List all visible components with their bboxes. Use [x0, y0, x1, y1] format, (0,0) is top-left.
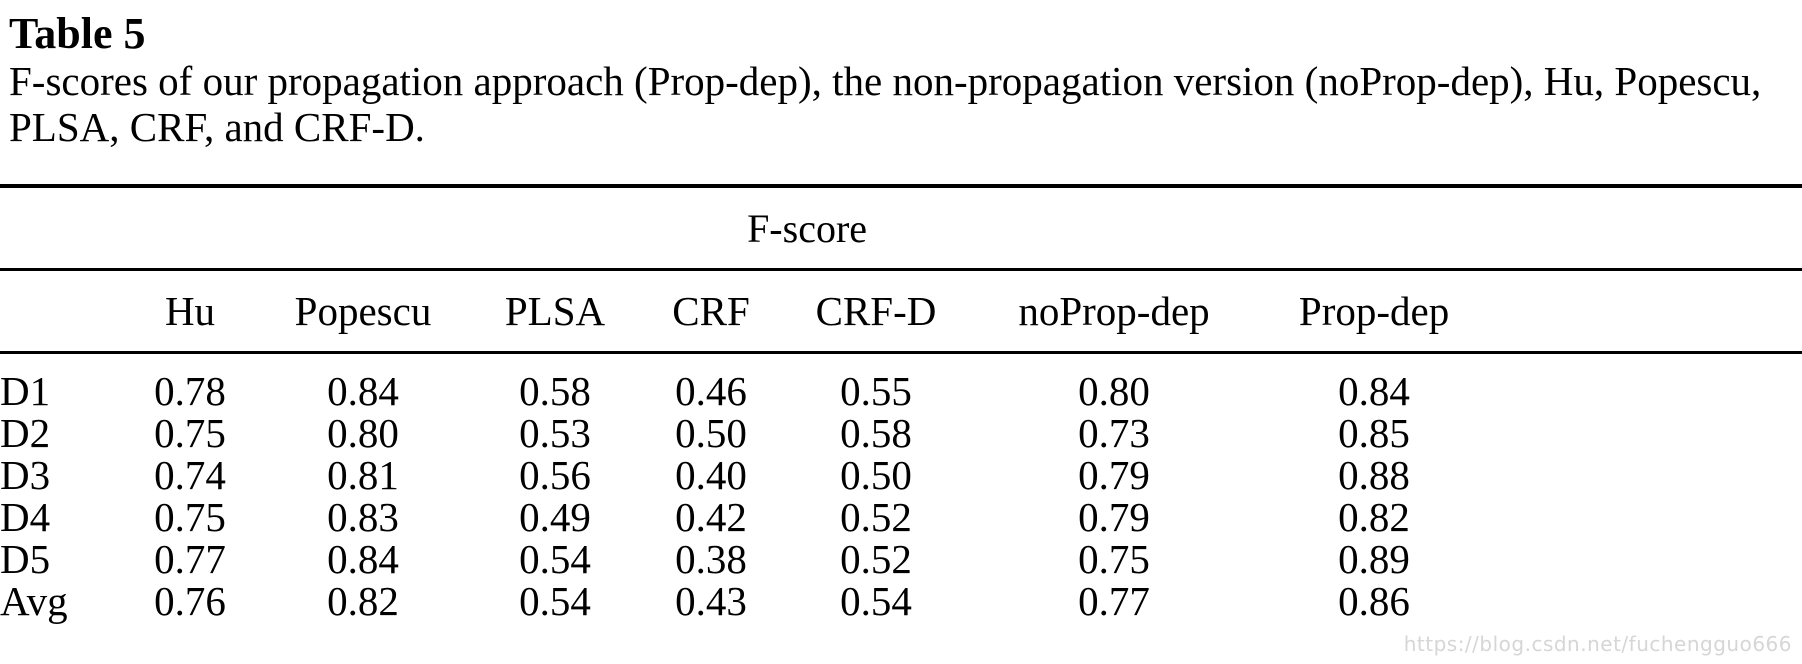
data-cell: 0.84 — [1338, 368, 1410, 414]
data-cell: 0.86 — [1338, 578, 1410, 624]
table-row-d4: D4 0.75 0.83 0.49 0.42 0.52 0.79 0.82 — [0, 496, 1802, 538]
table-caption: F-scores of our propagation approach (Pr… — [9, 58, 1762, 150]
csdn-watermark: https://blog.csdn.net/fuchengguo666 — [1403, 632, 1792, 656]
data-cell: 0.79 — [1078, 494, 1150, 540]
data-cell: 0.85 — [1338, 410, 1410, 456]
empty-cell — [1494, 412, 1802, 454]
data-cell: 0.79 — [1078, 452, 1150, 498]
column-header-plsa: PLSA — [466, 268, 644, 354]
data-cell: 0.73 — [1078, 410, 1150, 456]
table-row-avg: Avg 0.76 0.82 0.54 0.43 0.54 0.77 0.86 — [0, 580, 1802, 622]
data-cell: 0.50 — [840, 452, 912, 498]
data-cell: 0.83 — [327, 494, 399, 540]
data-cell: 0.56 — [519, 452, 591, 498]
data-cell: 0.54 — [519, 536, 591, 582]
data-cell: 0.82 — [327, 578, 399, 624]
stub-header-cell — [0, 268, 120, 354]
data-cell: 0.53 — [519, 410, 591, 456]
empty-cell — [1494, 580, 1802, 622]
column-header-prop-dep: Prop-dep — [1254, 268, 1495, 354]
column-header-hu: Hu — [120, 268, 260, 354]
fscore-table: F-score Hu Popescu PLSA CRF CRF-D noProp… — [0, 184, 1802, 622]
empty-header-cell — [1494, 268, 1802, 354]
empty-cell — [1494, 538, 1802, 580]
table-row-d3: D3 0.74 0.81 0.56 0.40 0.50 0.79 0.88 — [0, 454, 1802, 496]
column-header-row: Hu Popescu PLSA CRF CRF-D noProp-dep Pro… — [0, 268, 1802, 354]
column-header-crf: CRF — [644, 268, 778, 354]
data-cell: 0.89 — [1338, 536, 1410, 582]
data-cell: 0.77 — [1078, 578, 1150, 624]
data-cell: 0.84 — [327, 368, 399, 414]
empty-cell — [1494, 454, 1802, 496]
row-label: D5 — [0, 536, 51, 582]
table-row-d5: D5 0.77 0.84 0.54 0.38 0.52 0.75 0.89 — [0, 538, 1802, 580]
data-cell: 0.77 — [154, 536, 226, 582]
row-label: D2 — [0, 410, 51, 456]
table-row-d1: D1 0.78 0.84 0.58 0.46 0.55 0.80 0.84 — [0, 353, 1802, 413]
group-header-cell: F-score — [120, 184, 1495, 270]
row-label: D4 — [0, 494, 51, 540]
group-header-row: F-score — [0, 184, 1802, 270]
data-cell: 0.75 — [1078, 536, 1150, 582]
empty-cell — [1494, 184, 1802, 270]
data-cell: 0.78 — [154, 368, 226, 414]
data-cell: 0.52 — [840, 536, 912, 582]
data-cell: 0.58 — [840, 410, 912, 456]
data-cell: 0.50 — [675, 410, 747, 456]
data-cell: 0.46 — [675, 368, 747, 414]
row-label: D3 — [0, 452, 51, 498]
data-cell: 0.40 — [675, 452, 747, 498]
column-header-popescu: Popescu — [260, 268, 466, 354]
data-cell: 0.76 — [154, 578, 226, 624]
data-cell: 0.55 — [840, 368, 912, 414]
empty-cell — [1494, 496, 1802, 538]
empty-cell — [0, 184, 120, 270]
data-cell: 0.42 — [675, 494, 747, 540]
data-cell: 0.54 — [840, 578, 912, 624]
data-cell: 0.88 — [1338, 452, 1410, 498]
paper-table-figure: Table 5 F-scores of our propagation appr… — [0, 9, 1802, 622]
data-cell: 0.80 — [1078, 368, 1150, 414]
data-cell: 0.75 — [154, 494, 226, 540]
data-cell: 0.81 — [327, 452, 399, 498]
row-label: Avg — [0, 578, 68, 624]
data-cell: 0.74 — [154, 452, 226, 498]
data-cell: 0.52 — [840, 494, 912, 540]
data-cell: 0.54 — [519, 578, 591, 624]
table-title: Table 5 — [9, 9, 146, 58]
data-cell: 0.43 — [675, 578, 747, 624]
data-cell: 0.58 — [519, 368, 591, 414]
data-cell: 0.84 — [327, 536, 399, 582]
data-cell: 0.80 — [327, 410, 399, 456]
column-header-noprop-dep: noProp-dep — [974, 268, 1254, 354]
column-header-crf-d: CRF-D — [778, 268, 974, 354]
data-cell: 0.38 — [675, 536, 747, 582]
data-cell: 0.49 — [519, 494, 591, 540]
row-label: D1 — [0, 368, 51, 414]
data-cell: 0.82 — [1338, 494, 1410, 540]
table-row-d2: D2 0.75 0.80 0.53 0.50 0.58 0.73 0.85 — [0, 412, 1802, 454]
data-cell: 0.75 — [154, 410, 226, 456]
empty-cell — [1494, 353, 1802, 413]
